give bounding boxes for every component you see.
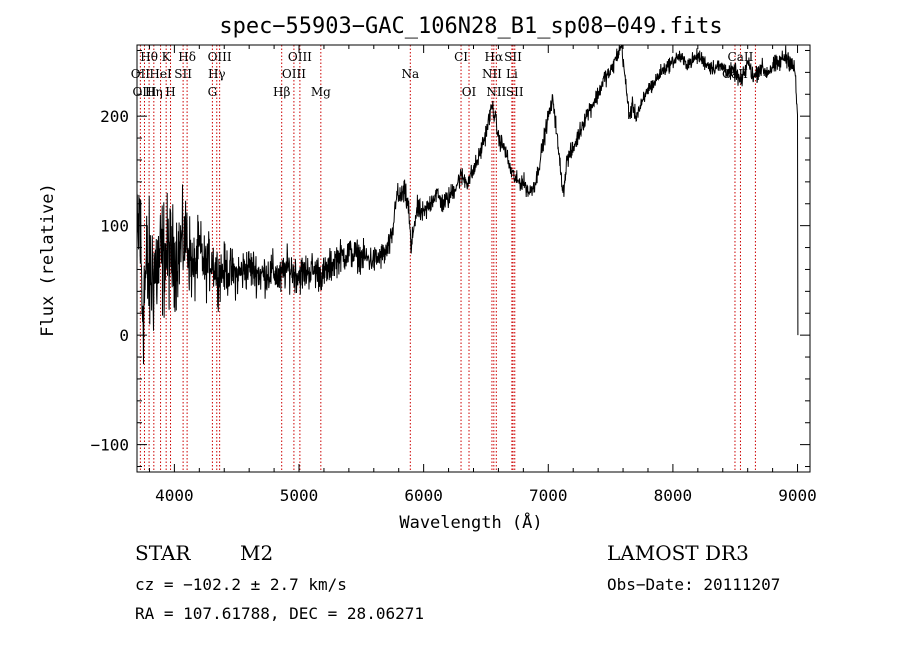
spectral-line-label: SII bbox=[506, 85, 524, 99]
spectral-line-label: OI bbox=[462, 85, 477, 99]
spectral-line-label: Hδ bbox=[178, 50, 196, 64]
y-tick-label: 200 bbox=[100, 107, 129, 126]
x-tick-label: 7000 bbox=[529, 486, 568, 505]
y-axis-ticks: −100 0 100 200 bbox=[90, 49, 810, 468]
x-tick-label: 5000 bbox=[280, 486, 319, 505]
x-tick-label: 4000 bbox=[155, 486, 194, 505]
spectral-line-label: Hθ bbox=[140, 50, 158, 64]
y-tick-label: 100 bbox=[100, 217, 129, 236]
x-axis-label: Wavelength (Å) bbox=[399, 511, 542, 533]
x-tick-label: 9000 bbox=[778, 486, 817, 505]
spectral-line-label: CI bbox=[454, 50, 468, 64]
coordinates: RA = 107.61788, DEC = 28.06271 bbox=[135, 604, 424, 623]
x-tick-label: 6000 bbox=[404, 486, 443, 505]
spectral-line-label: OIII bbox=[208, 50, 232, 64]
plot-frame bbox=[136, 44, 811, 473]
x-tick-label: 8000 bbox=[654, 486, 693, 505]
spectral-line-label: NII bbox=[486, 85, 506, 99]
y-tick-label: 0 bbox=[119, 326, 129, 345]
spectral-line-label: Hγ bbox=[208, 67, 226, 81]
y-axis-label: Flux (relative) bbox=[38, 183, 58, 337]
spectral-line-label: HeI bbox=[149, 67, 172, 81]
spectral-line-label: Hη bbox=[145, 85, 163, 99]
survey-name: LAMOST DR3 bbox=[607, 541, 749, 565]
x-axis-ticks: 4000 5000 6000 7000 8000 9000 bbox=[148, 45, 817, 505]
spectral-line-label: Li bbox=[506, 67, 518, 81]
spectral-line-label: OIII bbox=[282, 67, 306, 81]
spectral-line-label: Na bbox=[401, 67, 419, 81]
spectral-line-label: SII bbox=[174, 67, 192, 81]
spectral-line-label: NII bbox=[482, 67, 502, 81]
spectral-line-label: G bbox=[208, 85, 218, 99]
object-subclass: M2 bbox=[240, 541, 273, 565]
spectral-line-label: CaII bbox=[728, 50, 754, 64]
spectral-line-label: Hβ bbox=[273, 85, 290, 99]
spectral-line-label: H bbox=[165, 85, 175, 99]
chart-title: spec−55903−GAC_106N28_B1_sp08−049.fits bbox=[219, 14, 722, 39]
spectral-line-label: OIII bbox=[132, 85, 156, 99]
redshift-readout: cz = −102.2 ± 2.7 km/s bbox=[135, 575, 347, 594]
spectral-line-label: OII bbox=[131, 67, 151, 81]
obs-date: Obs−Date: 20111207 bbox=[607, 575, 780, 594]
spectrum-line bbox=[136, 44, 799, 365]
object-class: STAR bbox=[135, 541, 191, 565]
spectral-line-label: Mg bbox=[311, 85, 331, 99]
spectral-line-label: CaII bbox=[742, 0, 768, 3]
spectral-line-label: Hα bbox=[485, 50, 504, 64]
y-tick-label: −100 bbox=[90, 436, 129, 455]
spectral-line-label: OIII bbox=[288, 50, 312, 64]
spectral-line-label: K bbox=[162, 50, 172, 64]
spectral-line-label: SII bbox=[504, 50, 522, 64]
